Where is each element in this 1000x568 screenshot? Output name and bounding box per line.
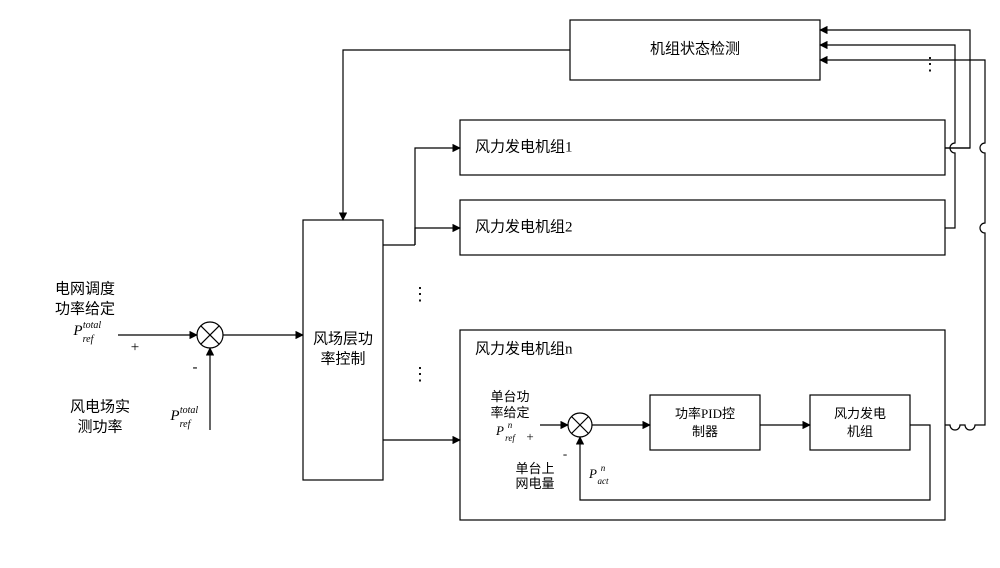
dots-left: ⋮ [411,284,429,304]
svg-text:act: act [598,476,609,486]
svg-text:风力发电: 风力发电 [834,406,886,421]
minus-sign: - [193,359,198,375]
grid-dispatch-label: 电网调度 功率给定 P total ref [55,280,115,345]
svg-text:风力发电机组2: 风力发电机组2 [475,218,573,235]
wind-farm-controller-box: 风场层功 率控制 [303,220,383,480]
svg-text:ref: ref [83,334,95,345]
svg-text:n: n [508,420,513,430]
pid-controller-box: 功率PID控 制器 [650,395,760,450]
svg-text:P: P [169,408,179,424]
svg-text:P: P [72,323,82,339]
svg-text:单台上: 单台上 [515,461,554,476]
svg-text:电网调度: 电网调度 [55,280,115,297]
svg-text:功率给定: 功率给定 [55,300,115,317]
svg-text:ref: ref [505,433,516,443]
svg-text:制器: 制器 [692,424,718,439]
svg-text:total: total [180,405,199,416]
svg-text:机组状态检测: 机组状态检测 [650,40,740,57]
svg-text:风力发电机组n: 风力发电机组n [475,340,573,357]
svg-text:-: - [563,446,567,461]
dots-left2: ⋮ [411,364,429,384]
svg-text:率给定: 率给定 [490,405,529,420]
status-detection-box: 机组状态检测 [570,20,820,80]
generator-2-box: 风力发电机组2 [460,200,945,255]
svg-text:n: n [601,463,606,473]
svg-text:网电量: 网电量 [515,476,554,491]
svg-text:机组: 机组 [847,424,873,439]
svg-text:风电场实: 风电场实 [70,398,130,415]
svg-text:P: P [495,423,504,438]
measured-power-label: 风电场实 测功率 P total ref [70,398,198,435]
svg-text:风场层功: 风场层功 [313,330,373,347]
svg-text:total: total [83,320,102,331]
plus-sign: + [131,339,139,355]
dots-right-top: ⋮ [921,54,939,74]
turbine-box: 风力发电 机组 [810,395,910,450]
inner-summing-junction [568,413,592,437]
svg-text:率控制: 率控制 [320,350,365,367]
outer-summing-junction [197,322,223,348]
generator-1-box: 风力发电机组1 [460,120,945,175]
svg-text:ref: ref [180,419,192,430]
inner-ref-label: 单台功 率给定 P n ref + [490,389,533,444]
svg-text:功率PID控: 功率PID控 [675,406,735,421]
svg-text:风力发电机组1: 风力发电机组1 [475,138,573,155]
ctrl-to-gen1-arrow [415,148,460,245]
svg-text:P: P [588,466,597,481]
ctrl-to-gen2-arrow [415,228,460,245]
svg-text:测功率: 测功率 [77,418,122,435]
svg-text:+: + [526,429,533,444]
svg-text:单台功: 单台功 [490,389,529,404]
